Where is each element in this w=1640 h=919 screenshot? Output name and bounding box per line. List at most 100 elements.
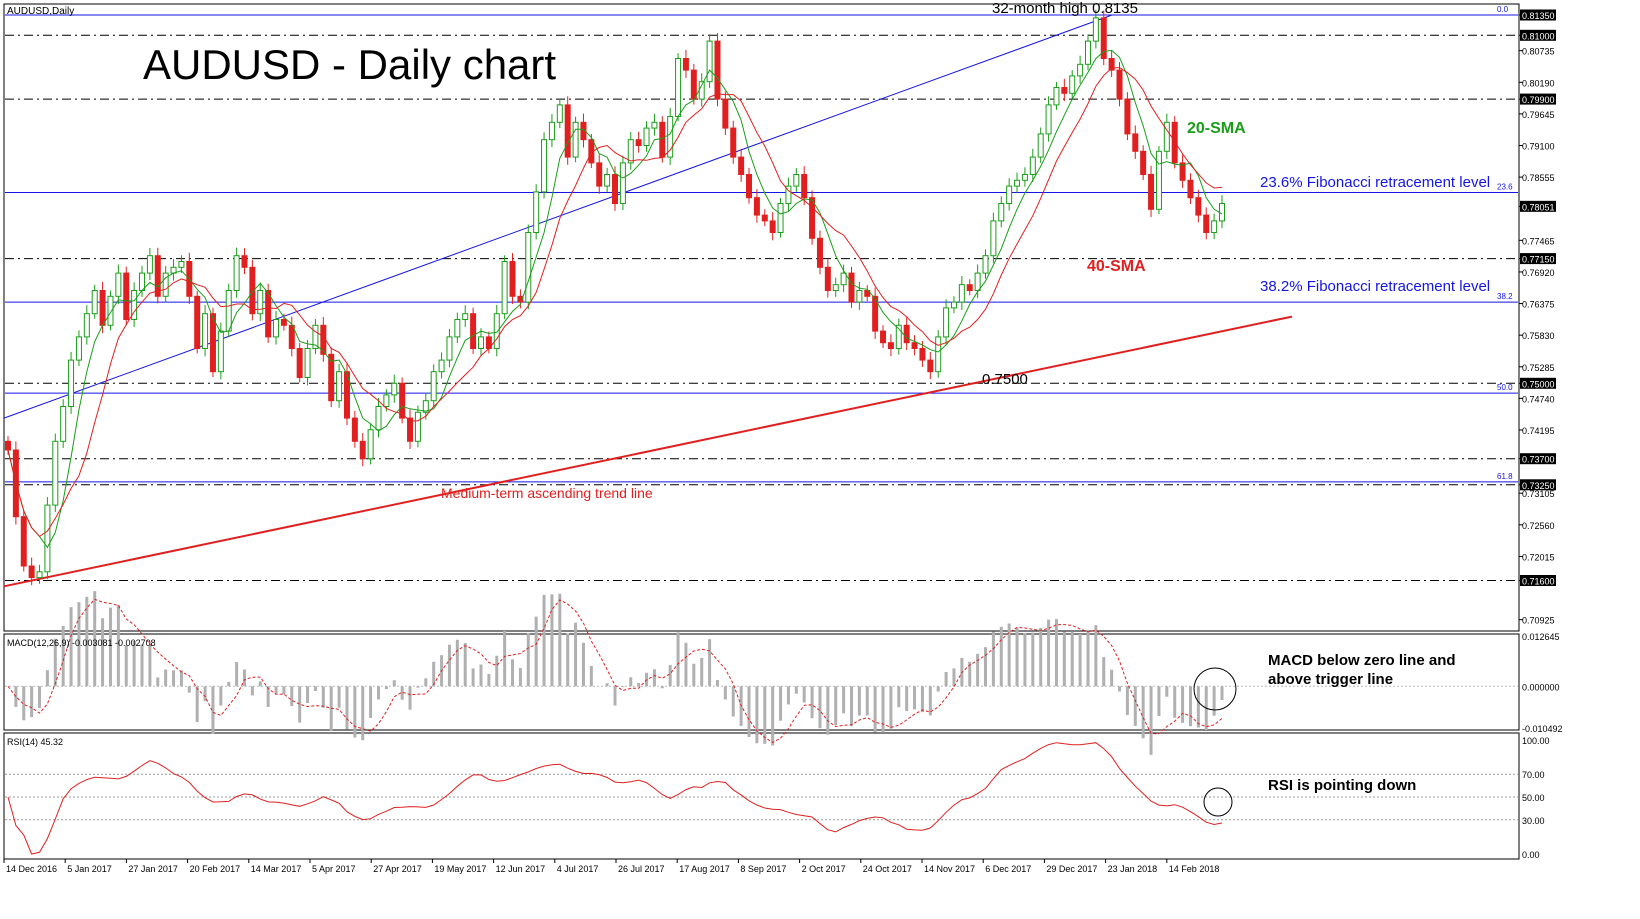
macd-panel: 0.012645 0.000000 -0.010492	[5, 591, 1563, 755]
price-tag-box	[1520, 377, 1556, 389]
horizontal-levels	[5, 14, 1518, 581]
low-label: 0.7500	[982, 371, 1028, 388]
price-tick-label: 0.79100	[1522, 142, 1555, 152]
rsi-panel-frame	[3, 732, 1520, 860]
price-panel-frame	[3, 3, 1520, 632]
candle-body	[407, 417, 414, 442]
candle-body	[958, 284, 965, 303]
candle-body	[399, 382, 406, 419]
candle-body	[1132, 133, 1139, 152]
price-tag-label: 0.71600	[1522, 577, 1555, 587]
candle-body	[517, 295, 524, 303]
candle-body	[761, 214, 768, 222]
candle-body	[887, 342, 894, 350]
trendline-label: Medium-term ascending trend line	[441, 485, 653, 501]
price-tick-label: 0.79645	[1522, 110, 1555, 120]
time-tick-label: 20 Feb 2017	[190, 864, 241, 874]
price-tag-label: 0.73250	[1522, 481, 1555, 491]
candle-body	[1211, 220, 1218, 233]
candle-body	[280, 319, 287, 326]
candle-body	[367, 429, 374, 460]
macd-axis-label: 0.012645	[1522, 632, 1560, 642]
candle-body	[714, 40, 721, 100]
candle-body	[1163, 121, 1170, 152]
price-tag-box	[1520, 93, 1556, 105]
candle-body	[840, 272, 847, 286]
candle-body	[1108, 58, 1115, 71]
candle-body	[753, 197, 760, 216]
candle-body	[83, 313, 90, 338]
candle-body	[706, 40, 713, 83]
candle-body	[509, 261, 516, 297]
candle-body	[1148, 174, 1155, 210]
macd-title: MACD(12,26,9) -0.003081 -0.002708	[7, 638, 156, 648]
fib382-label: 38.2% Fibonacci retracement level	[1260, 278, 1490, 295]
candle-body	[414, 411, 421, 442]
sma40-line	[7, 66, 1223, 538]
candle-body	[966, 284, 973, 292]
candle-body	[824, 266, 831, 291]
candle-body	[738, 156, 745, 176]
candle-body	[336, 371, 343, 402]
candle-body	[288, 324, 295, 349]
candle-body	[935, 336, 942, 373]
candle-body	[1084, 40, 1091, 65]
candle-body	[682, 58, 689, 71]
candle-body	[493, 313, 500, 350]
fib-line-label: 50.0	[1497, 383, 1513, 392]
candle-body	[635, 139, 642, 146]
candle-body	[675, 58, 682, 117]
candle-body	[1100, 17, 1107, 59]
candle-body	[20, 516, 27, 567]
upper-channel-line	[3, 14, 1113, 419]
candle-body	[91, 290, 98, 315]
fib-line-label: 38.2	[1497, 292, 1513, 301]
macd-signal-line	[7, 598, 1223, 743]
price-tag-box	[1520, 29, 1556, 41]
candle-body	[343, 371, 350, 419]
candle-body	[312, 324, 319, 349]
candle-body	[746, 174, 753, 199]
fib236-label: 23.6% Fibonacci retracement level	[1260, 174, 1490, 191]
candle-body	[548, 121, 555, 141]
candle-body	[872, 295, 879, 332]
price-tag-box	[1520, 479, 1556, 491]
time-tick-label: 5 Apr 2017	[312, 864, 356, 874]
candle-body	[793, 174, 800, 187]
candle-body	[146, 255, 153, 274]
candle-body	[296, 348, 303, 378]
candlesticks	[5, 9, 1225, 586]
price-tick-label: 0.78555	[1522, 173, 1555, 183]
candle-body	[304, 348, 311, 378]
candle-body	[162, 272, 169, 297]
rsi-line	[7, 742, 1223, 855]
candle-body	[1171, 121, 1178, 164]
time-tick-label: 24 Oct 2017	[863, 864, 912, 874]
candle-body	[903, 324, 910, 344]
candle-body	[123, 272, 130, 321]
rsi-title: RSI(14) 45.32	[7, 737, 63, 747]
time-tick-label: 14 Dec 2016	[6, 864, 57, 874]
candle-body	[99, 290, 106, 326]
candle-body	[217, 330, 224, 373]
candle-body	[115, 272, 122, 297]
candle-body	[391, 382, 398, 396]
candle-body	[556, 104, 563, 123]
price-tick-label: 0.75830	[1522, 331, 1555, 341]
candle-body	[619, 162, 626, 204]
rsi-highlight-circle	[1203, 787, 1233, 817]
candle-body	[1155, 150, 1162, 210]
candle-body	[383, 394, 390, 407]
price-tick-label: 0.77465	[1522, 236, 1555, 246]
candle-body	[848, 272, 855, 303]
macd-highlight-circle	[1193, 667, 1237, 711]
candle-body	[604, 174, 611, 187]
price-tag-box	[1520, 253, 1556, 265]
rsi-panel: 100.00 70.00 50.00 30.00 0.00	[5, 736, 1550, 860]
candle-body	[454, 319, 461, 338]
candle-body	[856, 290, 863, 303]
candle-body	[1006, 185, 1013, 205]
time-tick-label: 29 Dec 2017	[1046, 864, 1097, 874]
rsi-axis-label: 30.00	[1522, 816, 1545, 826]
